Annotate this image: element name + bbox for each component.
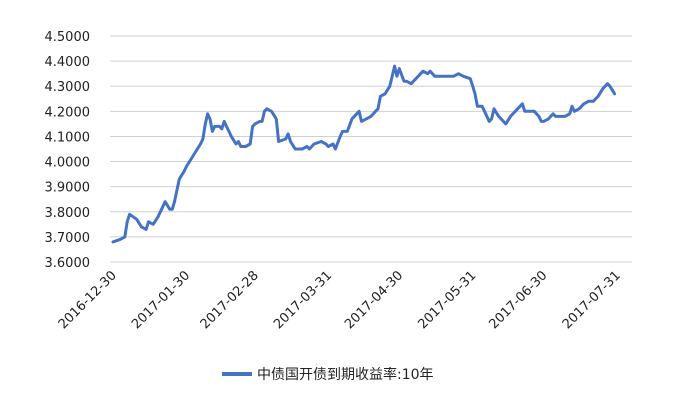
- x-tick-label: 2017-04-30: [342, 268, 406, 332]
- y-tick-label: 4.5000: [45, 30, 91, 45]
- y-tick-label: 3.7000: [45, 231, 91, 246]
- series-layer: [111, 64, 617, 244]
- y-tick-label: 4.0000: [45, 156, 91, 171]
- y-tick-label: 4.1000: [45, 130, 91, 145]
- x-tick-label: 2017-03-31: [271, 268, 335, 332]
- x-axis-tick-labels: 2016-12-30 2017-01-30 2017-02-28 2017-03-31…: [56, 268, 624, 332]
- x-tick-label: 2017-07-31: [560, 268, 624, 332]
- legend-label: 中债国开债到期收益率:10年: [257, 366, 434, 383]
- y-tick-label: 3.9000: [45, 181, 91, 196]
- x-tick-label: 2017-01-30: [129, 268, 193, 332]
- y-axis-tick-labels: 3.6000 3.7000 3.8000 3.9000 4.0000 4.1000 4.20…: [45, 30, 91, 271]
- x-tick-label: 2016-12-30: [56, 268, 120, 332]
- y-tick-label: 3.6000: [45, 256, 91, 271]
- x-tick-label: 2017-06-30: [486, 268, 550, 332]
- y-tick-label: 4.2000: [45, 105, 91, 120]
- series-line-0: [111, 64, 617, 244]
- x-tick-label: 2017-02-28: [198, 268, 262, 332]
- x-tick-label: 2017-05-31: [415, 268, 479, 332]
- y-tick-label: 4.3000: [45, 80, 91, 95]
- grid-lines: [110, 35, 632, 263]
- y-tick-label: 4.4000: [45, 55, 91, 70]
- y-tick-label: 3.8000: [45, 206, 91, 221]
- legend: 中债国开债到期收益率:10年: [222, 366, 434, 383]
